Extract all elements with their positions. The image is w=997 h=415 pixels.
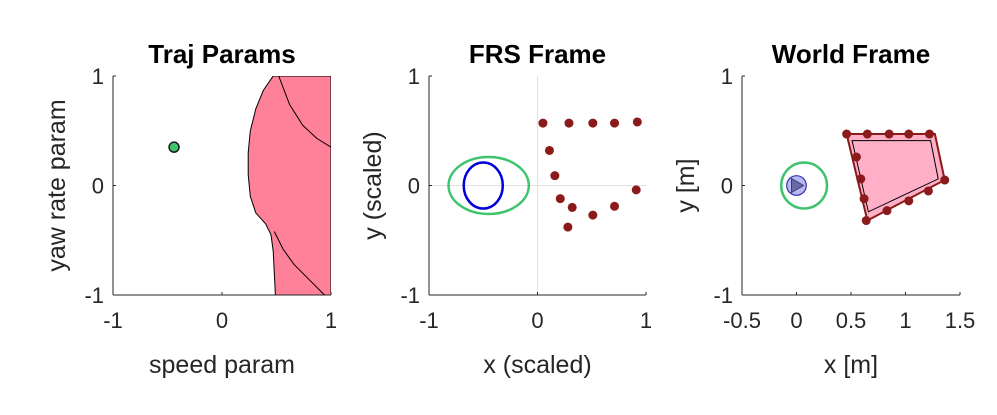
obstacle-point bbox=[564, 118, 574, 128]
reachable-region bbox=[247, 76, 331, 295]
chart-title: FRS Frame bbox=[469, 39, 606, 69]
y-axis-label: y [m] bbox=[672, 158, 700, 212]
x-tick-label: 0 bbox=[790, 308, 802, 333]
x-tick-label: 0 bbox=[531, 308, 543, 333]
obstacle-point bbox=[859, 194, 869, 204]
y-axis-label: y (scaled) bbox=[359, 131, 387, 239]
obstacle-point bbox=[538, 118, 548, 128]
obstacle-point bbox=[884, 129, 894, 139]
x-tick-label: 1.5 bbox=[945, 308, 976, 333]
region-curve bbox=[278, 76, 331, 148]
obstacle-point bbox=[924, 129, 934, 139]
plot-content bbox=[168, 76, 331, 295]
x-tick-label: -1 bbox=[419, 308, 439, 333]
y-tick-label: 0 bbox=[408, 174, 420, 199]
obstacle-point bbox=[940, 175, 950, 185]
x-tick-label: 1 bbox=[325, 308, 337, 333]
obstacle-point bbox=[861, 216, 871, 226]
y-tick-label: -1 bbox=[84, 283, 104, 308]
obstacle-point bbox=[856, 174, 866, 184]
y-tick-label: -1 bbox=[713, 283, 733, 308]
x-tick-label: -0.5 bbox=[723, 308, 761, 333]
obstacle-polygon bbox=[851, 140, 939, 213]
obstacle-point bbox=[563, 222, 573, 232]
region-curve bbox=[273, 231, 325, 295]
x-axis-label: x [m] bbox=[824, 351, 878, 379]
plot-content bbox=[429, 76, 646, 295]
x-tick-label: 1 bbox=[640, 308, 652, 333]
y-axis-label: yaw rate param bbox=[43, 99, 71, 271]
obstacle-point bbox=[862, 129, 872, 139]
obstacle-point bbox=[632, 117, 642, 127]
plot-content bbox=[779, 129, 950, 226]
trajectory-param-point bbox=[168, 141, 180, 153]
panel-traj-params: -1 0 1 -1 0 1 Traj Params speed param yaw rate p… bbox=[43, 39, 337, 379]
y-tick-label: 1 bbox=[92, 64, 104, 89]
obstacle-point bbox=[588, 118, 598, 128]
obstacle-point bbox=[882, 206, 892, 216]
x-tick-label: 0.5 bbox=[836, 308, 867, 333]
reach-set-ellipse bbox=[447, 155, 531, 216]
panel-frs-frame: -1 0 1 -1 0 1 FRS Frame x (scaled) y (scaled) bbox=[359, 39, 652, 379]
robot-footprint-circle bbox=[462, 161, 505, 210]
x-tick-label: 1 bbox=[899, 308, 911, 333]
robot-heading-arrow bbox=[791, 177, 805, 194]
obstacle-point bbox=[851, 152, 861, 162]
chart-title: Traj Params bbox=[148, 39, 295, 69]
y-tick-label: 0 bbox=[92, 174, 104, 199]
obstacle-point bbox=[904, 129, 914, 139]
x-axis-label: x (scaled) bbox=[483, 351, 591, 379]
obstacle-point bbox=[588, 210, 598, 220]
obstacle-point bbox=[544, 145, 554, 155]
y-tick-label: -1 bbox=[400, 283, 420, 308]
obstacle-point bbox=[610, 118, 620, 128]
obstacle-point bbox=[555, 194, 565, 204]
y-tick-label: 1 bbox=[721, 64, 733, 89]
obstacle-point bbox=[923, 186, 933, 196]
chart-title: World Frame bbox=[772, 39, 930, 69]
x-tick-label: 0 bbox=[216, 308, 228, 333]
y-tick-label: 1 bbox=[408, 64, 420, 89]
x-axis-label: speed param bbox=[149, 351, 295, 379]
obstacle-point bbox=[550, 171, 560, 181]
obstacle-point bbox=[842, 129, 852, 139]
obstacle-point bbox=[610, 201, 620, 211]
reach-set-ellipse bbox=[779, 161, 829, 210]
x-tick-label: -1 bbox=[103, 308, 123, 333]
obstacle-point bbox=[904, 196, 914, 206]
panel-world-frame: -0.5 0 0.5 1 1.5 -1 0 1 World Frame x [m] y [m] bbox=[672, 39, 975, 379]
y-tick-label: 0 bbox=[721, 174, 733, 199]
obstacle-point bbox=[631, 185, 641, 195]
obstacle-point bbox=[567, 202, 577, 212]
